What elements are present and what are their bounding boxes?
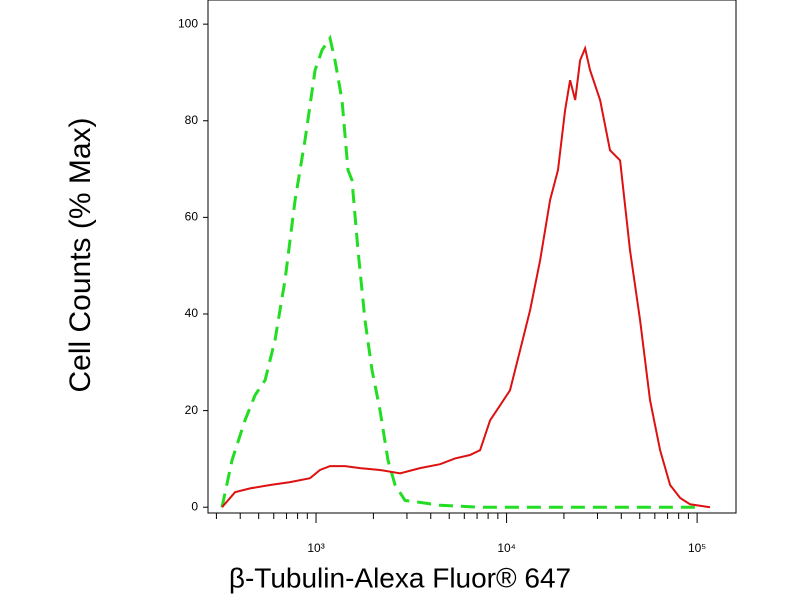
series-line <box>220 34 701 509</box>
y-tick-label: 80 <box>185 113 199 127</box>
series-line <box>221 45 711 509</box>
y-tick-label: 100 <box>178 16 198 30</box>
x-axis-label: β-Tubulin-Alexa Fluor® 647 <box>229 562 571 593</box>
y-tick-label: 60 <box>185 210 199 224</box>
y-tick-label: 40 <box>185 306 199 320</box>
y-tick-label: 0 <box>191 499 198 513</box>
x-tick-label: 10³ <box>307 541 324 555</box>
plot-frame <box>207 0 737 514</box>
y-tick-label: 20 <box>185 403 199 417</box>
x-tick-label: 10⁴ <box>497 541 516 555</box>
x-tick-label: 10⁵ <box>688 541 706 555</box>
y-axis-label: Cell Counts (% Max) <box>64 117 97 392</box>
